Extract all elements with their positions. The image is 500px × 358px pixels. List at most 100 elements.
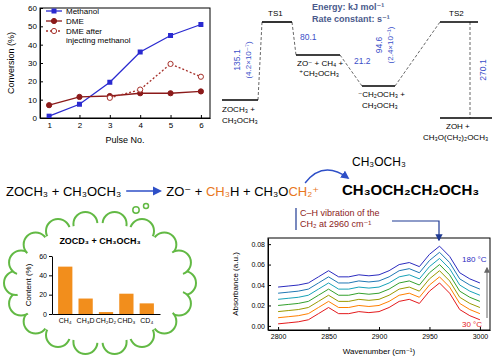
tick-label: 4 xyxy=(138,121,143,130)
tick-label: 0.08 xyxy=(251,241,265,248)
tick-mark xyxy=(201,115,202,118)
annotation-arrow xyxy=(392,221,439,240)
rate-value: (4.2×10⁻⁷) xyxy=(244,41,253,78)
tick: 0.06 xyxy=(251,261,271,268)
tick-mark xyxy=(40,100,43,101)
axis: CH₄CH₃DCH₂D₂CHD₃CD₄ xyxy=(53,314,161,324)
reaction-arrow xyxy=(126,190,160,192)
axis-line xyxy=(41,118,211,119)
annotation: CH₂ at 2960 cm⁻¹ xyxy=(300,219,371,229)
energy-level xyxy=(362,85,395,87)
marker xyxy=(77,94,82,99)
marker xyxy=(138,87,143,92)
bar-chart: 0204060CH₄CH₃DCH₂D₂CHD₃CD₄ZOCD₃ + CH₃OCH… xyxy=(4,204,196,355)
series-line xyxy=(278,252,480,293)
tick: CH₃D xyxy=(77,314,95,324)
marker xyxy=(107,95,112,100)
line-chart: 1234560102030405060Pulse No.Conversion (… xyxy=(6,4,211,145)
tick-mark xyxy=(40,26,43,27)
series-line xyxy=(278,258,480,299)
tick-label: 0.00 xyxy=(251,323,265,330)
tick: 2800 xyxy=(271,327,287,340)
tick: 0.00 xyxy=(251,323,271,330)
cloud-bubble xyxy=(144,204,149,209)
axis-line xyxy=(52,257,53,315)
tick: 2 xyxy=(78,115,83,130)
plot-area xyxy=(47,22,204,118)
legend-label-line: DME xyxy=(66,17,84,26)
axis-title: Conversion (%) xyxy=(6,32,16,94)
energy-level xyxy=(296,54,340,56)
rate-value: (2.4×10⁻¹) xyxy=(386,26,395,63)
tick: CH₂D₂ xyxy=(96,314,117,324)
tick-label: CH₄ xyxy=(59,317,72,324)
reaction-scheme: ZOCH₃ + CH₃OCH₃ZO⁻ + CH₃H + CH₃OCH₂⁺CH₃O… xyxy=(6,155,479,199)
level-label: ZO⁻ + CH₄ + xyxy=(297,59,343,68)
marker xyxy=(198,89,203,94)
level-label: ⁺CH₂OCH₃ xyxy=(299,69,339,78)
energy-value: 80.1 xyxy=(300,32,317,42)
legend-label: Methanol xyxy=(66,7,99,16)
tick-mark xyxy=(278,327,279,330)
level-label: ZOCH₃ + xyxy=(222,105,255,114)
axis-line xyxy=(53,314,161,315)
tick: 0 xyxy=(33,114,43,123)
cloud-body xyxy=(16,223,184,343)
axis-title: Content (%) xyxy=(24,263,33,306)
tick: CH₄ xyxy=(59,314,72,324)
tick-label: 0.04 xyxy=(251,282,265,289)
annotation: C–H vibration of the xyxy=(300,208,380,218)
tick: 0.02 xyxy=(251,302,271,309)
bar xyxy=(140,303,154,314)
tick: 2900 xyxy=(372,327,388,340)
marker xyxy=(168,91,173,96)
tick-label: 2850 xyxy=(321,333,337,340)
marker xyxy=(168,33,173,38)
axis: 0.00 0.02 0.04 0.06 0.08 xyxy=(251,239,271,331)
unit-label: Rate constant: s⁻¹ xyxy=(312,14,390,24)
tick: 50 xyxy=(28,22,43,31)
tick-label: 20 xyxy=(28,77,37,86)
marker xyxy=(198,74,203,79)
tick-label: 3000 xyxy=(473,333,489,340)
tick-label: 60 xyxy=(39,253,47,260)
tick: 10 xyxy=(28,96,43,105)
tick-label: CD₄ xyxy=(140,317,153,324)
tick-label: 2900 xyxy=(372,333,388,340)
tick-label: 0 xyxy=(33,114,38,123)
tick-label: 6 xyxy=(199,121,204,130)
tick: 0 xyxy=(43,311,52,318)
level-label: CH₃O(CH₂)₂OCH₃ xyxy=(423,133,488,142)
level-label: ⁻CH₂OCH₃ + xyxy=(358,90,405,99)
legend-marker xyxy=(51,28,56,33)
legend-label-line: injecting methanol xyxy=(66,36,131,45)
line-chart: 280028502900295030000.000.020.040.060.08… xyxy=(231,208,491,356)
cloud-bubble xyxy=(133,207,139,213)
tick-mark xyxy=(49,314,52,315)
energy-connector xyxy=(292,22,296,55)
graphical-abstract: 1234560102030405060Pulse No.Conversion (… xyxy=(0,0,500,358)
tick: 5 xyxy=(169,115,174,130)
tick-label: 10 xyxy=(28,96,37,105)
unit-label: Energy: kJ mol⁻¹ xyxy=(312,2,384,12)
energy-level xyxy=(440,21,478,23)
tick: 4 xyxy=(138,115,143,130)
series-line xyxy=(278,271,480,312)
tick-mark xyxy=(40,8,43,9)
marker xyxy=(47,114,52,118)
plot-area xyxy=(58,267,154,314)
legend-label: DME xyxy=(66,17,84,26)
tick: 60 xyxy=(39,253,52,260)
tick: 0.08 xyxy=(251,241,271,248)
marker xyxy=(138,50,143,55)
tick: 30 xyxy=(28,59,43,68)
bar xyxy=(58,267,72,314)
bar xyxy=(78,299,92,314)
series-line xyxy=(278,265,480,306)
bar xyxy=(119,294,133,314)
energy-diagram: Energy: kJ mol⁻¹ Rate constant: s⁻¹ ZOCH₃ … xyxy=(222,2,492,142)
marker xyxy=(168,61,173,66)
tick: 0.04 xyxy=(251,282,271,289)
tick-label: 60 xyxy=(28,4,37,13)
tick-mark xyxy=(268,326,271,327)
